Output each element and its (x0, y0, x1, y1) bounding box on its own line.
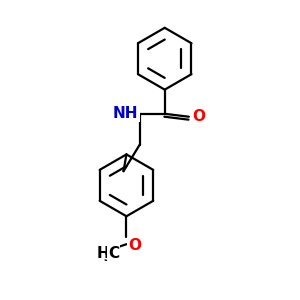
Text: H: H (97, 246, 110, 261)
Text: O: O (128, 238, 141, 253)
Text: O: O (193, 109, 206, 124)
Text: C: C (108, 246, 119, 261)
Text: NH: NH (113, 106, 138, 121)
Text: 3: 3 (103, 254, 110, 263)
